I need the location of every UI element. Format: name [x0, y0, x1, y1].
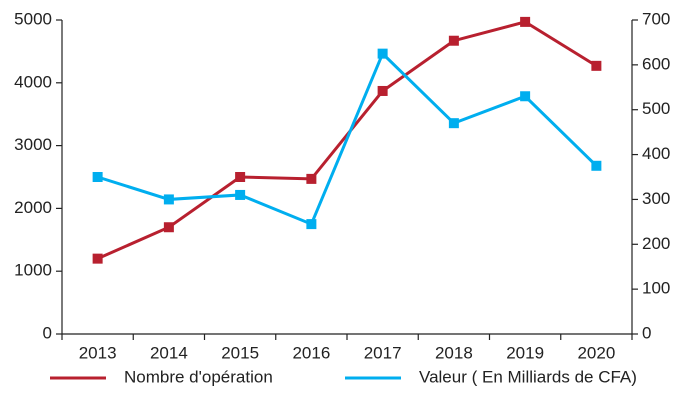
point — [306, 173, 317, 184]
x-tick-label: 2019 — [506, 343, 544, 362]
y2-tick-label: 0 — [642, 323, 651, 342]
point — [306, 219, 317, 230]
point — [163, 194, 174, 205]
point — [377, 85, 388, 96]
legend-label: Nombre d'opération — [124, 367, 273, 386]
point — [235, 189, 246, 200]
point — [591, 60, 602, 71]
point — [520, 16, 531, 27]
x-tick-label: 2015 — [221, 343, 259, 362]
x-tick-label: 2016 — [292, 343, 330, 362]
y2-tick-label: 100 — [642, 279, 670, 298]
point — [92, 172, 103, 182]
point — [163, 222, 174, 233]
y2-tick-label: 200 — [642, 234, 670, 253]
y-tick-label: 0 — [43, 323, 52, 342]
y2-tick-label: 300 — [642, 189, 670, 208]
point — [235, 172, 246, 182]
x-tick-label: 2018 — [435, 343, 473, 362]
x-tick-label: 2020 — [577, 343, 615, 362]
point — [520, 91, 531, 102]
x-tick-label: 2014 — [150, 343, 188, 362]
series-line — [97, 51, 598, 227]
y-tick-label: 2000 — [14, 198, 52, 217]
x-tick-label: 2017 — [364, 343, 402, 362]
y2-tick-label: 700 — [642, 9, 670, 28]
y-tick-label: 4000 — [14, 72, 52, 91]
point — [448, 118, 459, 129]
point — [92, 253, 103, 264]
point — [591, 160, 602, 171]
y-tick-label: 1000 — [14, 261, 52, 280]
point — [448, 35, 459, 46]
y-tick-label: 5000 — [14, 9, 52, 28]
x-tick-label: 2013 — [79, 343, 117, 362]
y2-tick-label: 500 — [642, 99, 670, 118]
y2-tick-label: 400 — [642, 144, 670, 163]
point — [377, 48, 388, 59]
legend-label: Valeur ( En Milliards de CFA) — [419, 367, 637, 386]
series-line — [97, 20, 598, 261]
y-tick-label: 3000 — [14, 135, 52, 154]
y2-tick-label: 600 — [642, 54, 670, 73]
